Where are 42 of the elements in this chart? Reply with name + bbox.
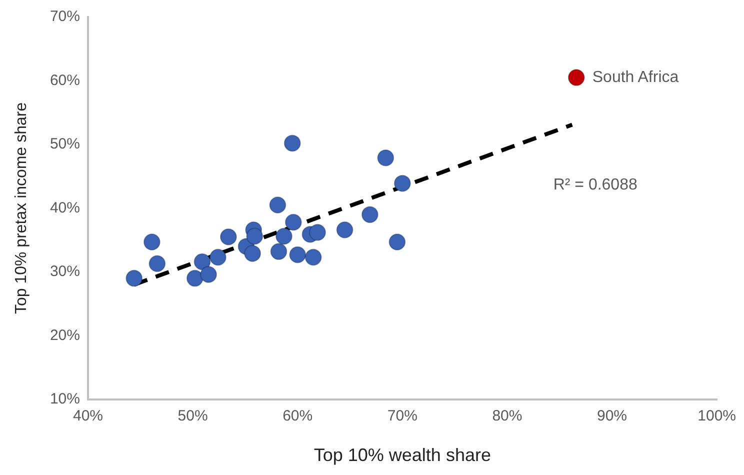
x-axis-title: Top 10% wealth share [314,445,491,466]
x-tick-label: 70% [387,408,418,425]
y-tick-label: 40% [50,199,80,216]
x-tick-label: 50% [178,408,208,425]
point [304,248,322,266]
point [388,233,406,250]
point [377,149,394,166]
point [284,134,301,152]
annotation: R² = 0.6088 [553,176,638,194]
annotation: South Africa [592,68,679,86]
y-axis-title: Top 10% pretax income share [13,102,30,314]
point [148,255,166,272]
point [275,228,292,245]
point [143,233,160,250]
point [200,266,218,283]
x-tick-label: 60% [282,408,313,425]
y-tick-label: 50% [50,136,80,153]
point [246,228,264,245]
y-tick-label: 30% [50,263,80,280]
point [309,224,326,241]
y-tick-label: 60% [50,72,80,89]
x-tick-label: 100% [698,408,736,425]
point [336,221,354,238]
point [269,196,286,214]
point [126,270,143,287]
x-tick-label: 80% [492,408,522,425]
point [361,206,378,224]
point [289,246,306,264]
point [284,214,302,231]
point [209,248,226,266]
y-tick-label: 70% [50,8,80,26]
y-tick-label: 10% [50,390,80,408]
y-tick-label: 20% [50,326,80,344]
x-tick-label: 90% [597,408,628,425]
x-tick-label: 40% [72,408,104,425]
point [244,244,262,262]
point [568,69,585,86]
point [194,253,211,270]
point [394,174,411,192]
point [220,228,237,246]
point [270,243,288,260]
point [186,270,204,287]
